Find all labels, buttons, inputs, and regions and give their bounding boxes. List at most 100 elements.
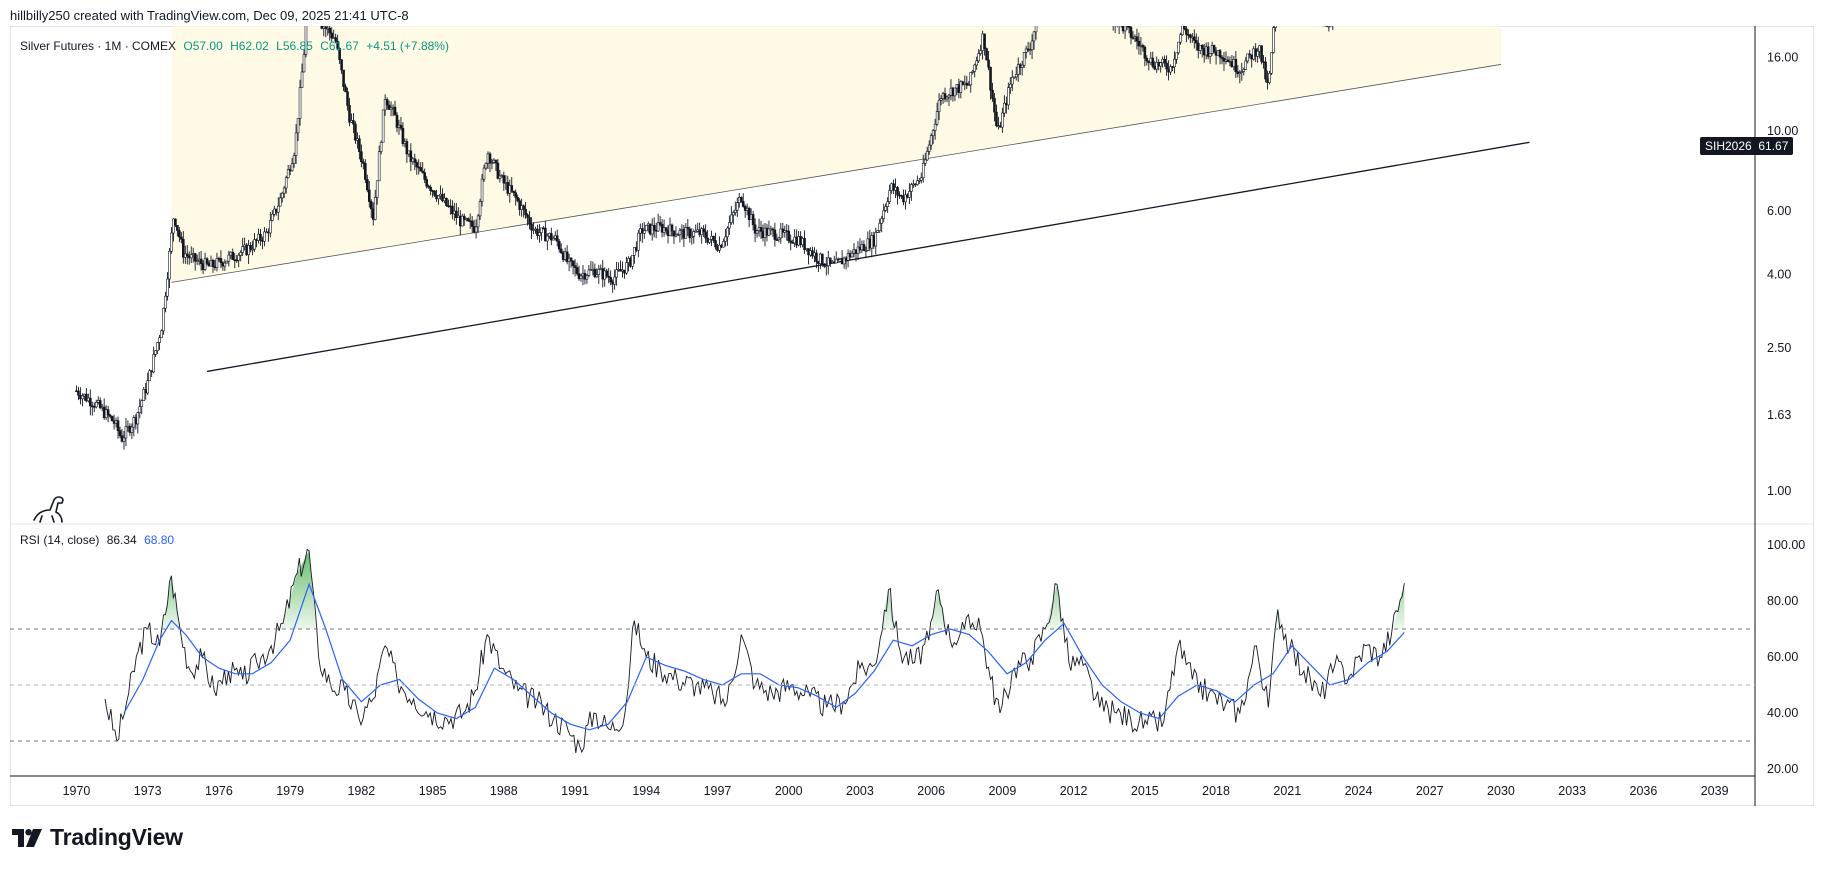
candle-body (160, 330, 163, 339)
price-tick-label: 10.00 (1767, 124, 1798, 138)
candle-body (540, 227, 543, 233)
candle-body (1039, 9, 1041, 21)
candle-body (708, 238, 711, 243)
candle-body (565, 251, 569, 263)
tradingview-brand: TradingView (50, 824, 183, 850)
candle-body (880, 218, 884, 224)
candle-body (195, 260, 199, 262)
candle-body (597, 269, 601, 275)
candle-body (555, 235, 559, 242)
rsi-sma-value: 68.80 (144, 533, 175, 547)
candle-body (249, 245, 252, 250)
candle-body (522, 205, 525, 210)
candle-body (767, 228, 771, 236)
candle-body (405, 141, 409, 155)
candle-body (269, 220, 272, 234)
rsi-tick-label: 80.00 (1767, 594, 1798, 608)
candle-body (937, 99, 941, 112)
candle-body (296, 118, 300, 134)
candle-body (348, 105, 351, 123)
candle-body (1177, 41, 1180, 54)
candle-body (916, 180, 919, 185)
rsi-tick-label: 100.00 (1767, 538, 1805, 552)
candle-body (81, 395, 84, 400)
time-tick-label: 2027 (1416, 784, 1444, 798)
time-tick-label: 2009 (988, 784, 1016, 798)
time-tick-label: 2036 (1630, 784, 1658, 798)
candle-body (182, 239, 185, 258)
candle-body (1312, 3, 1314, 4)
candle-body (1143, 46, 1147, 59)
candle-body (1314, 3, 1316, 15)
candle-body (1028, 49, 1032, 51)
candle-body (510, 185, 514, 192)
candle-body (1183, 26, 1186, 30)
candle-body (154, 350, 157, 355)
change-value: +4.51 (+7.88%) (366, 39, 449, 53)
candle-body (1001, 112, 1004, 128)
tradingview-logo[interactable]: TradingView (12, 824, 183, 851)
candle-body (122, 437, 126, 442)
candle-body (1165, 62, 1168, 70)
candle-body (878, 223, 882, 231)
time-tick-label: 2039 (1701, 784, 1729, 798)
time-tick-label: 1970 (63, 784, 91, 798)
candle-body (338, 48, 341, 61)
candle-body (1260, 45, 1263, 62)
candle-body (559, 248, 563, 254)
candle-body (1118, 19, 1120, 25)
candle-body (1354, 0, 1356, 8)
candle-body (381, 109, 385, 143)
rsi-label[interactable]: RSI (14, close) (20, 533, 100, 547)
candle-body (656, 222, 660, 232)
candle-body (1108, 10, 1110, 16)
candle-body (931, 130, 935, 136)
candle-body (1020, 64, 1024, 68)
candle-body (876, 230, 880, 233)
candle-body (884, 206, 887, 211)
candle-body (625, 262, 628, 274)
candle-body (387, 104, 391, 110)
candle-body (1010, 76, 1014, 85)
candle-body (842, 257, 846, 265)
outer-channel-lower (206, 141, 1530, 373)
candle-body (427, 185, 430, 188)
candle-body (747, 207, 751, 221)
candle-body (205, 258, 209, 264)
candle-body (211, 260, 215, 267)
candle-body (1159, 62, 1162, 67)
candle-body (732, 212, 735, 216)
price-tick-label: 4.00 (1767, 267, 1791, 281)
candle-body (395, 114, 399, 128)
candle-body (789, 240, 792, 243)
candle-body (1034, 26, 1038, 33)
time-tick-label: 1997 (704, 784, 732, 798)
candle-body (1125, 26, 1129, 27)
candle-body (1212, 45, 1216, 53)
candle-body (146, 380, 150, 394)
candle-body (1234, 58, 1238, 73)
candle-body (502, 175, 506, 184)
candle-body (995, 111, 998, 127)
candle-body (478, 201, 482, 217)
candle-body (294, 132, 298, 156)
candle-body (945, 96, 949, 100)
candle-body (152, 354, 155, 373)
candle-body (231, 251, 235, 260)
candle-body (688, 228, 692, 239)
candle-body (455, 210, 458, 219)
candle-body (925, 151, 929, 161)
candle-body (953, 87, 957, 97)
candle-body (1246, 53, 1250, 62)
symbol-label[interactable]: Silver Futures · 1M · COMEX (20, 39, 177, 53)
candle-body (276, 205, 280, 213)
candle-body (644, 224, 648, 232)
candle-body (189, 254, 193, 259)
candle-body (678, 230, 682, 236)
candle-body (965, 82, 969, 86)
candle-body (1135, 36, 1139, 42)
candle-body (1100, 0, 1102, 11)
time-tick-label: 2012 (1060, 784, 1088, 798)
candle-body (203, 258, 207, 270)
